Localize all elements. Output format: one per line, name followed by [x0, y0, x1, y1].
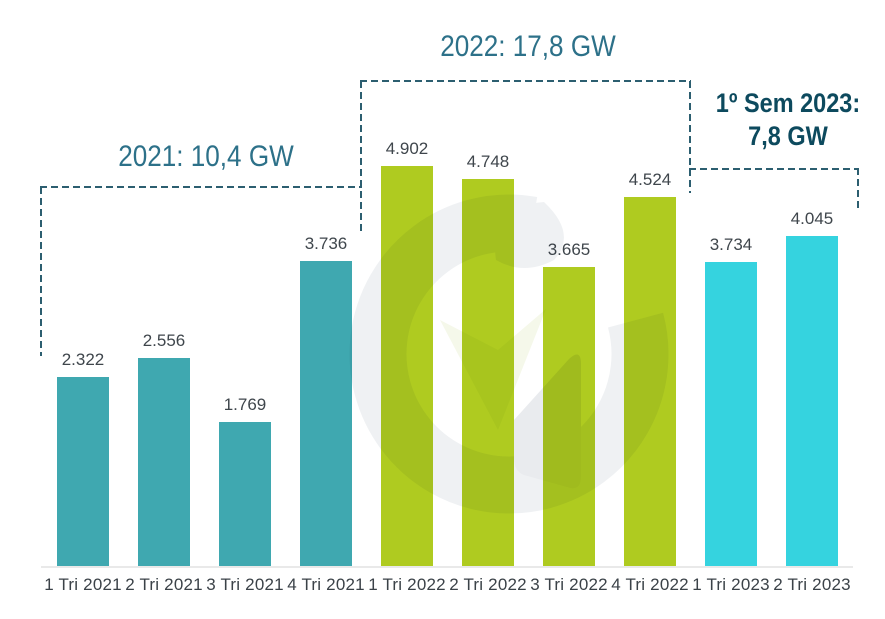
value-label-2-tri-2021: 2.556: [142, 331, 186, 350]
bar-3-tri-2021: [219, 422, 271, 567]
bracket-2021-left-tick: [40, 187, 42, 356]
value-label-1-tri-2021: 2.322: [61, 350, 105, 369]
value-label-3-tri-2022: 3.665: [547, 240, 591, 259]
x-tick-4-tri-2021: 4 Tri 2021: [287, 575, 365, 594]
annotation-2023-line2: 7,8 GW: [748, 121, 828, 151]
bar-1-tri-2022: [381, 166, 433, 567]
value-label-4-tri-2022: 4.524: [628, 170, 672, 189]
bar-2-tri-2023: [786, 236, 838, 567]
bar-2-tri-2021: [138, 358, 190, 567]
x-tick-2-tri-2021: 2 Tri 2021: [125, 575, 203, 594]
value-label-3-tri-2021: 1.769: [223, 395, 267, 414]
value-label-2-tri-2022: 4.748: [466, 152, 510, 171]
bar-2-tri-2022: [462, 179, 514, 567]
x-tick-4-tri-2022: 4 Tri 2022: [611, 575, 689, 594]
x-tick-3-tri-2021: 3 Tri 2021: [206, 575, 284, 594]
bracket-2021-line: [40, 186, 362, 188]
value-label-1-tri-2022: 4.902: [385, 139, 429, 158]
bar-4-tri-2022: [624, 197, 676, 567]
x-tick-2-tri-2023: 2 Tri 2023: [773, 575, 851, 594]
x-tick-1-tri-2023: 1 Tri 2023: [692, 575, 770, 594]
bracket-2023-line: [689, 168, 859, 170]
x-tick-3-tri-2022: 3 Tri 2022: [530, 575, 608, 594]
bracket-2022-line: [360, 80, 691, 82]
bar-4-tri-2021: [300, 261, 352, 567]
annotation-2023-total: 1º Sem 2023: 7,8 GW: [697, 87, 880, 153]
bar-3-tri-2022: [543, 267, 595, 567]
x-tick-2-tri-2022: 2 Tri 2022: [449, 575, 527, 594]
annotation-2022-total: 2022: 17,8 GW: [440, 30, 616, 63]
bar-1-tri-2023: [705, 262, 757, 567]
value-label-4-tri-2021: 3.736: [304, 234, 348, 253]
bracket-2022-left-tick: [360, 81, 362, 233]
x-tick-1-tri-2022: 1 Tri 2022: [368, 575, 446, 594]
x-tick-1-tri-2021: 1 Tri 2021: [44, 575, 122, 594]
value-label-2-tri-2023: 4.045: [790, 209, 834, 228]
bar-1-tri-2021: [57, 377, 109, 567]
x-axis-line: [41, 566, 853, 568]
annotation-2021-total: 2021: 10,4 GW: [118, 140, 294, 173]
bracket-2022-right-tick: [689, 81, 691, 193]
value-label-1-tri-2023: 3.734: [709, 235, 753, 254]
bracket-2023-right-tick: [857, 168, 859, 211]
annotation-2023-line1: 1º Sem 2023:: [715, 88, 861, 118]
